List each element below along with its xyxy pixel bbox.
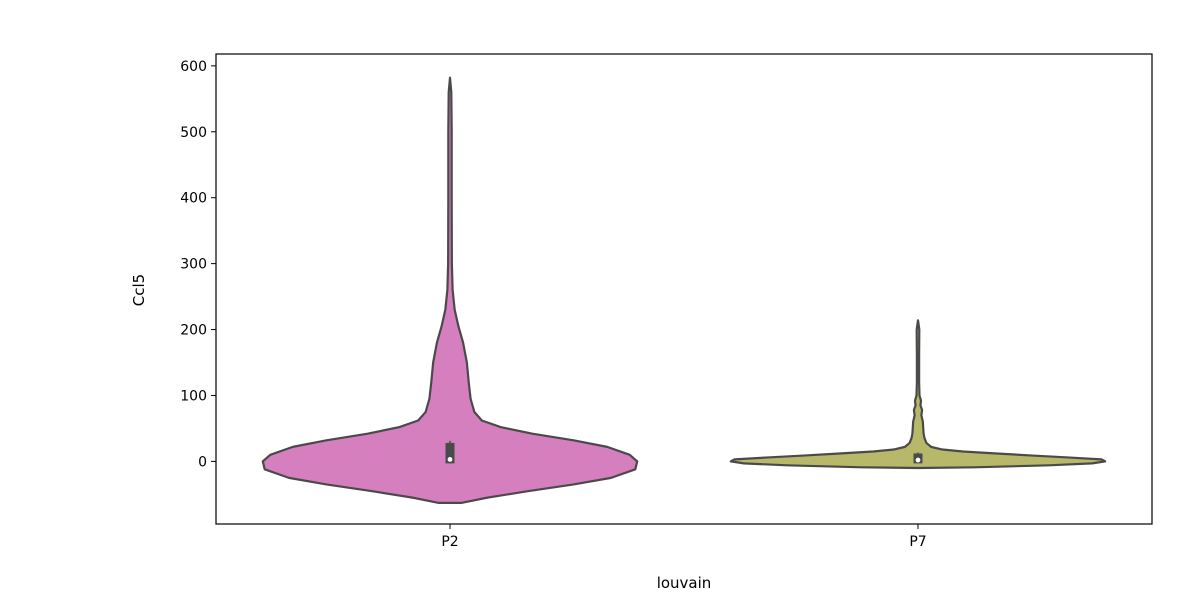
x-tick-label: P7 bbox=[909, 534, 926, 550]
violin-median-P2 bbox=[447, 456, 453, 462]
violin-median-P7 bbox=[915, 457, 921, 463]
y-tick-label: 600 bbox=[180, 59, 207, 75]
y-axis-label: Ccl5 bbox=[130, 274, 148, 306]
plot-frame bbox=[215, 53, 1153, 525]
violin-box-P2 bbox=[445, 442, 455, 464]
x-axis-ticks: P2 P7 bbox=[441, 524, 927, 550]
y-tick-label: 100 bbox=[180, 388, 207, 404]
y-axis-ticks: 0 100 200 300 400 500 600 bbox=[180, 59, 216, 470]
y-tick-label: 200 bbox=[180, 323, 207, 339]
y-tick-label: 500 bbox=[180, 125, 207, 141]
x-axis-label: louvain bbox=[657, 574, 712, 592]
y-tick-label: 400 bbox=[180, 191, 207, 207]
violin-P7 bbox=[729, 319, 1107, 470]
y-tick-label: 0 bbox=[198, 454, 207, 470]
x-tick-label: P2 bbox=[441, 534, 458, 550]
violin-P2 bbox=[261, 76, 639, 505]
y-tick-label: 300 bbox=[180, 257, 207, 273]
violins-layer bbox=[261, 76, 1107, 505]
